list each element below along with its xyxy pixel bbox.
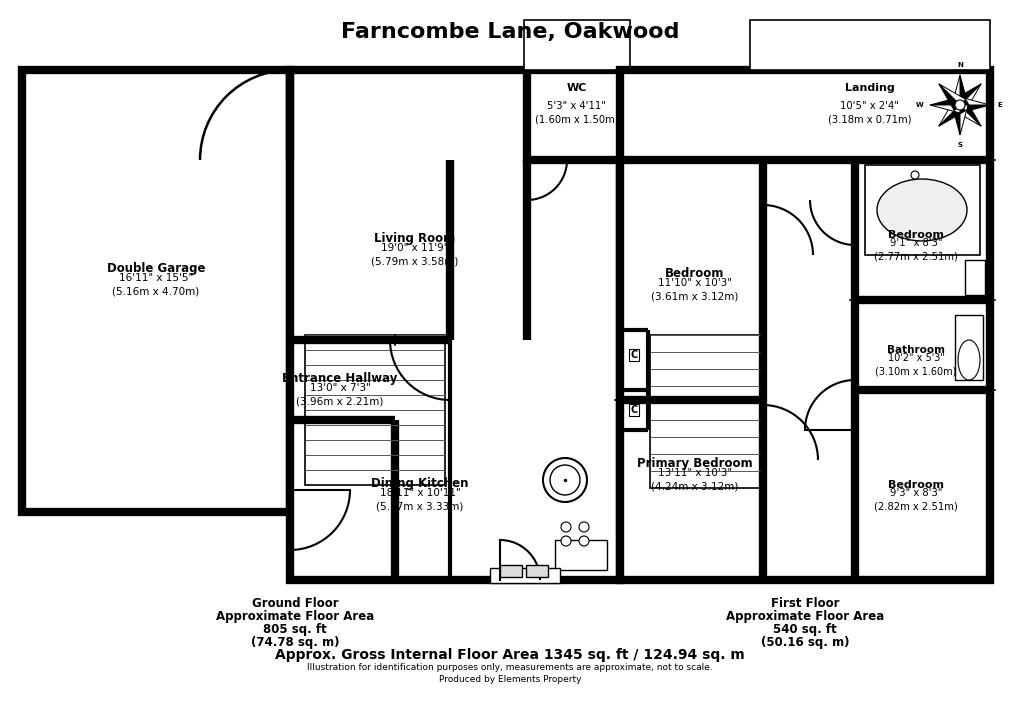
Polygon shape	[959, 105, 989, 113]
Text: 18'11" x 10'11"
(5.77m x 3.33m): 18'11" x 10'11" (5.77m x 3.33m)	[376, 488, 464, 512]
Text: Illustration for identification purposes only, measurements are approximate, not: Illustration for identification purposes…	[307, 663, 712, 672]
Circle shape	[542, 458, 586, 502]
Ellipse shape	[957, 340, 979, 380]
Circle shape	[549, 465, 580, 495]
Text: C: C	[630, 350, 637, 360]
Polygon shape	[954, 105, 980, 126]
Polygon shape	[959, 84, 980, 111]
Bar	[864, 165, 979, 255]
Text: Bedroom: Bedroom	[888, 480, 943, 490]
Text: Farncombe Lane, Oakwood: Farncombe Lane, Oakwood	[340, 22, 679, 42]
Text: 805 sq. ft: 805 sq. ft	[263, 623, 326, 636]
Text: ©: ©	[645, 397, 714, 464]
Polygon shape	[937, 99, 959, 126]
Text: WC: WC	[567, 83, 587, 93]
Text: B+C: B+C	[324, 356, 535, 444]
Polygon shape	[954, 84, 980, 105]
Bar	[649, 335, 762, 488]
Circle shape	[954, 100, 964, 110]
Text: (74.78 sq. m): (74.78 sq. m)	[251, 636, 339, 649]
Bar	[499, 565, 522, 577]
Text: 9'1" x 8'3"
(2.77m x 2.51m): 9'1" x 8'3" (2.77m x 2.51m)	[873, 238, 957, 261]
Polygon shape	[929, 97, 959, 105]
Text: 11'10" x 10'3"
(3.61m x 3.12m): 11'10" x 10'3" (3.61m x 3.12m)	[651, 278, 738, 302]
Text: 16'11" x 15'5"
(5.16m x 4.70m): 16'11" x 15'5" (5.16m x 4.70m)	[112, 273, 200, 297]
Text: 19'0" x 11'9"
(5.79m x 3.58m): 19'0" x 11'9" (5.79m x 3.58m)	[371, 243, 459, 266]
Bar	[527, 70, 627, 160]
Ellipse shape	[876, 179, 966, 241]
Polygon shape	[929, 105, 959, 113]
Bar	[554, 540, 606, 570]
Bar	[289, 70, 620, 580]
Text: 10'2" x 5'3"
(3.10m x 1.60m): 10'2" x 5'3" (3.10m x 1.60m)	[874, 353, 956, 377]
Circle shape	[560, 522, 571, 532]
Polygon shape	[951, 105, 959, 135]
Polygon shape	[959, 75, 967, 105]
Bar	[524, 20, 630, 70]
Polygon shape	[937, 84, 965, 105]
Polygon shape	[937, 105, 965, 126]
Circle shape	[910, 171, 918, 179]
Polygon shape	[959, 105, 967, 135]
Circle shape	[560, 536, 571, 546]
Text: S: S	[957, 142, 962, 148]
Text: 540 sq. ft: 540 sq. ft	[772, 623, 836, 636]
Text: 13'11" x 10'3"
(4.24m x 3.12m): 13'11" x 10'3" (4.24m x 3.12m)	[651, 468, 738, 492]
Text: C: C	[630, 405, 637, 415]
Bar	[22, 70, 289, 512]
Text: W: W	[915, 102, 923, 108]
Bar	[954, 315, 982, 380]
Polygon shape	[951, 75, 959, 105]
Circle shape	[579, 522, 588, 532]
Polygon shape	[959, 97, 989, 105]
Text: 13'0" x 7'3"
(3.96m x 2.21m): 13'0" x 7'3" (3.96m x 2.21m)	[297, 383, 383, 407]
Bar	[620, 70, 989, 580]
Text: 9'3" x 8'3"
(2.82m x 2.51m): 9'3" x 8'3" (2.82m x 2.51m)	[873, 488, 957, 512]
Bar	[749, 20, 989, 70]
Text: Entrance Hallway: Entrance Hallway	[282, 372, 397, 385]
Text: Primary Bedroom: Primary Bedroom	[637, 457, 752, 470]
Text: Dining Kitchen: Dining Kitchen	[371, 477, 469, 490]
Bar	[305, 335, 444, 485]
Text: Approximate Floor Area: Approximate Floor Area	[216, 610, 374, 623]
Text: Produced by Elements Property: Produced by Elements Property	[438, 675, 581, 684]
Text: Landing: Landing	[845, 83, 894, 93]
Text: Double Garage: Double Garage	[107, 262, 205, 275]
Bar	[526, 565, 547, 577]
Text: Approximate Floor Area: Approximate Floor Area	[726, 610, 883, 623]
Text: (50.16 sq. m): (50.16 sq. m)	[760, 636, 849, 649]
Text: Ground Floor: Ground Floor	[252, 597, 338, 610]
Text: N: N	[956, 62, 962, 68]
Bar	[489, 568, 559, 583]
Text: Bedroom: Bedroom	[888, 230, 943, 240]
Text: 5'3" x 4'11"
(1.60m x 1.50m): 5'3" x 4'11" (1.60m x 1.50m)	[535, 101, 619, 124]
Text: Living Room: Living Room	[374, 232, 455, 245]
Text: Approx. Gross Internal Floor Area 1345 sq. ft / 124.94 sq. m: Approx. Gross Internal Floor Area 1345 s…	[275, 648, 744, 662]
Bar	[964, 260, 984, 295]
Text: First Floor: First Floor	[770, 597, 839, 610]
Polygon shape	[959, 99, 980, 126]
Text: E: E	[997, 102, 1002, 108]
Polygon shape	[937, 84, 959, 111]
Text: Bathroom: Bathroom	[887, 345, 944, 355]
Text: 10'5" x 2'4"
(3.18m x 0.71m): 10'5" x 2'4" (3.18m x 0.71m)	[827, 101, 911, 124]
Text: Bedroom: Bedroom	[664, 267, 723, 280]
Circle shape	[579, 536, 588, 546]
